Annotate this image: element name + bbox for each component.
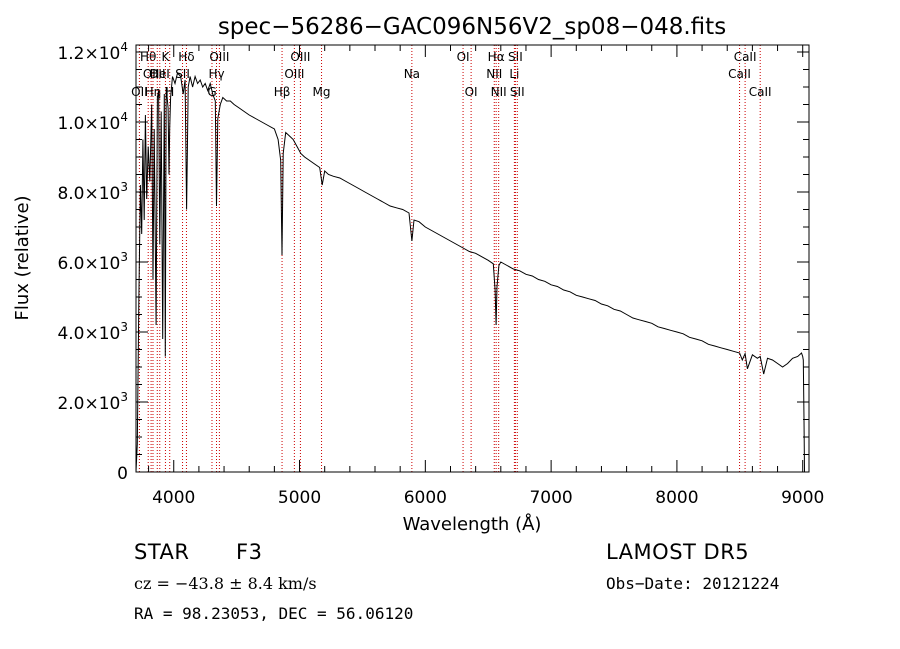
marker-label: NII — [491, 85, 507, 99]
y-tick-mantissa: 2.0×10 — [57, 394, 120, 414]
y-tick-exponent: 4 — [120, 110, 128, 124]
y-tick-mantissa: 6.0×10 — [57, 254, 120, 274]
marker-label: Hβ — [274, 85, 291, 99]
object-class: STAR — [134, 540, 190, 564]
marker-label: CaII — [728, 67, 751, 81]
marker-label: OIII — [290, 50, 310, 64]
ra-dec-coordinates: RA = 98.23053, DEC = 56.06120 — [134, 604, 414, 623]
y-tick-mantissa: 1.0×10 — [57, 114, 120, 134]
marker-label: OI — [457, 50, 470, 64]
x-tick-label: 9000 — [781, 488, 824, 508]
y-tick-exponent: 3 — [120, 320, 128, 334]
axis-ticks: 4000 5000 6000 7000 8000 900002.0×1034.0×1036… — [57, 40, 824, 508]
marker-label: SII — [175, 67, 190, 81]
marker-label: OIII — [209, 50, 229, 64]
spectrum-line — [135, 71, 805, 473]
x-tick-label: 5000 — [278, 488, 321, 508]
y-tick-mantissa: 8.0×10 — [57, 184, 120, 204]
marker-label: Mg — [313, 85, 331, 99]
x-tick-label: 8000 — [655, 488, 698, 508]
marker-label: Na — [404, 67, 420, 81]
y-tick-mantissa: 0 — [117, 464, 128, 484]
marker-label: Hθ — [140, 50, 156, 64]
marker-label: HeI — [150, 67, 170, 81]
y-tick-mantissa: 1.2×10 — [57, 44, 120, 64]
y-axis-label: Flux (relative) — [12, 195, 33, 320]
marker-label: Hη — [145, 85, 162, 99]
marker-label: Hγ — [208, 67, 224, 81]
marker-label: H — [165, 85, 174, 99]
y-tick-label: 8.0×103 — [57, 180, 128, 204]
x-tick-label: 6000 — [404, 488, 447, 508]
y-tick-label: 4.0×103 — [57, 320, 128, 344]
marker-label: Hα — [488, 50, 505, 64]
y-tick-label: 6.0×103 — [57, 250, 128, 274]
y-tick-exponent: 3 — [120, 390, 128, 404]
y-tick-exponent: 3 — [120, 250, 128, 264]
y-tick-label: 0 — [117, 464, 128, 484]
plot-frame — [135, 44, 810, 473]
marker-label: SII — [508, 50, 523, 64]
marker-label: OII — [143, 67, 160, 81]
marker-label: OIII — [284, 67, 304, 81]
y-tick-exponent: 4 — [120, 40, 128, 54]
y-tick-exponent: 3 — [120, 180, 128, 194]
y-tick-label: 2.0×103 — [57, 390, 128, 414]
marker-label: CaII — [734, 50, 757, 64]
survey-name: LAMOST DR5 — [606, 540, 750, 564]
y-tick-label: 1.0×104 — [57, 110, 128, 134]
marker-label: Hδ — [178, 50, 194, 64]
object-subclass: F3 — [236, 540, 263, 564]
y-tick-mantissa: 4.0×10 — [57, 324, 120, 344]
x-tick-label: 7000 — [529, 488, 572, 508]
redshift-cz: cz = −43.8 ± 8.4 km/s — [134, 574, 317, 593]
observation-date: Obs−Date: 20121224 — [606, 574, 780, 593]
marker-label: CaII — [749, 85, 772, 99]
marker-label: SII — [510, 85, 525, 99]
x-tick-label: 4000 — [152, 488, 195, 508]
y-tick-label: 1.2×104 — [57, 40, 128, 64]
chart-title: spec−56286−GAC096N56V2_sp08−048.fits — [218, 14, 726, 40]
marker-label: OI — [465, 85, 478, 99]
spectral-line-markers: OIIHθOIIHηOIIHeIKHSIIHδGHγOIIIHβOIIIOIII… — [131, 45, 772, 472]
marker-label: OII — [131, 85, 148, 99]
marker-label: OII — [149, 67, 166, 81]
marker-label: NII — [486, 67, 502, 81]
x-axis-label: Wavelength (Å) — [403, 513, 542, 535]
marker-label: K — [161, 50, 170, 64]
marker-label: Li — [509, 67, 519, 81]
